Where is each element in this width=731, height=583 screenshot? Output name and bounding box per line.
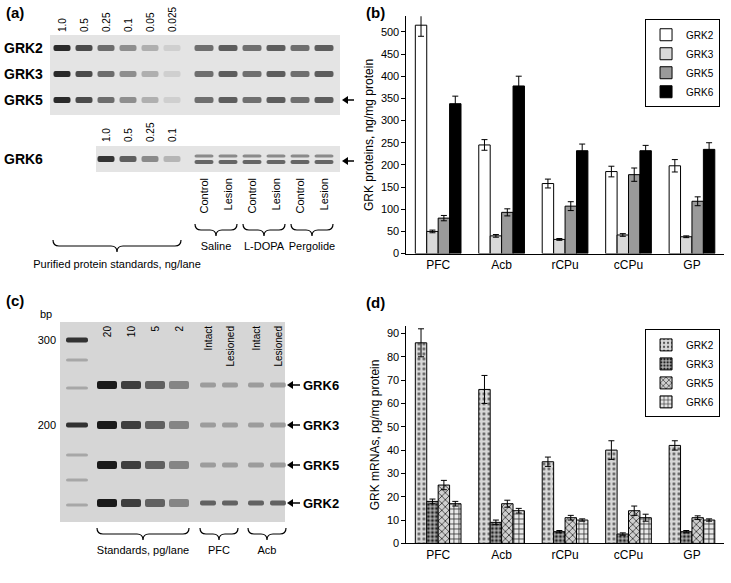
svg-text:80: 80 xyxy=(387,351,399,363)
svg-text:Standards, pg/lane: Standards, pg/lane xyxy=(97,544,189,556)
svg-text:50: 50 xyxy=(387,225,399,237)
svg-text:150: 150 xyxy=(381,181,399,193)
svg-text:GRK2: GRK2 xyxy=(4,40,43,56)
svg-text:350: 350 xyxy=(381,92,399,104)
svg-text:GRK3: GRK3 xyxy=(686,49,714,60)
svg-text:0.025: 0.025 xyxy=(167,7,178,32)
svg-text:GRK proteins, ng/mg protein: GRK proteins, ng/mg protein xyxy=(362,59,376,211)
svg-text:200: 200 xyxy=(38,419,56,431)
svg-text:GP: GP xyxy=(683,548,700,562)
svg-text:2: 2 xyxy=(174,326,185,332)
svg-text:Intact: Intact xyxy=(203,326,214,351)
svg-text:cCPu: cCPu xyxy=(614,258,643,272)
svg-text:300: 300 xyxy=(381,114,399,126)
svg-text:Control: Control xyxy=(246,178,258,213)
svg-text:(c): (c) xyxy=(6,292,24,309)
svg-text:0.05: 0.05 xyxy=(145,12,156,32)
svg-text:Lesion: Lesion xyxy=(270,178,282,210)
svg-text:Control: Control xyxy=(294,178,306,213)
svg-text:GRK5: GRK5 xyxy=(303,458,339,473)
svg-text:10: 10 xyxy=(126,326,137,338)
svg-text:Purified protein standards, ng: Purified protein standards, ng/lane xyxy=(33,258,201,270)
svg-text:200: 200 xyxy=(381,159,399,171)
svg-text:(b): (b) xyxy=(366,4,385,21)
svg-text:PFC: PFC xyxy=(426,258,450,272)
svg-text:GRK3: GRK3 xyxy=(4,66,43,82)
svg-text:(a): (a) xyxy=(6,4,24,21)
svg-text:Pergolide: Pergolide xyxy=(289,240,335,252)
svg-text:70: 70 xyxy=(387,374,399,386)
svg-text:Lesion: Lesion xyxy=(222,178,234,210)
svg-text:60: 60 xyxy=(387,397,399,409)
svg-text:Acb: Acb xyxy=(491,548,512,562)
svg-text:100: 100 xyxy=(381,203,399,215)
svg-text:GRK6: GRK6 xyxy=(686,87,714,98)
svg-text:0.25: 0.25 xyxy=(145,122,156,142)
svg-text:1.0: 1.0 xyxy=(57,18,68,32)
svg-text:400: 400 xyxy=(381,70,399,82)
svg-text:GRK5: GRK5 xyxy=(686,378,714,389)
svg-text:500: 500 xyxy=(381,26,399,38)
svg-text:50: 50 xyxy=(387,421,399,433)
svg-text:rCPu: rCPu xyxy=(551,548,578,562)
svg-text:GRK5: GRK5 xyxy=(4,92,43,108)
svg-text:cCPu: cCPu xyxy=(614,548,643,562)
svg-text:40: 40 xyxy=(387,444,399,456)
svg-text:Lesion: Lesion xyxy=(318,178,330,210)
svg-text:GRK3: GRK3 xyxy=(303,418,339,433)
svg-text:(d): (d) xyxy=(366,294,385,311)
svg-text:20: 20 xyxy=(102,326,113,338)
svg-text:Lesioned: Lesioned xyxy=(225,326,236,367)
svg-text:Saline: Saline xyxy=(201,240,232,252)
svg-text:GRK3: GRK3 xyxy=(686,359,714,370)
svg-text:Acb: Acb xyxy=(491,258,512,272)
svg-text:Lesioned: Lesioned xyxy=(273,326,284,367)
svg-text:Intact: Intact xyxy=(251,326,262,351)
svg-text:Acb: Acb xyxy=(258,544,277,556)
svg-text:GRK mRNAs, pg/mg protein: GRK mRNAs, pg/mg protein xyxy=(368,360,382,511)
svg-text:250: 250 xyxy=(381,137,399,149)
svg-text:1.0: 1.0 xyxy=(101,128,112,142)
svg-text:GRK6: GRK6 xyxy=(4,151,43,167)
svg-text:PFC: PFC xyxy=(426,548,450,562)
svg-text:GRK2: GRK2 xyxy=(686,340,714,351)
svg-text:GRK6: GRK6 xyxy=(686,397,714,408)
svg-text:rCPu: rCPu xyxy=(551,258,578,272)
svg-text:450: 450 xyxy=(381,48,399,60)
svg-text:GRK2: GRK2 xyxy=(303,496,339,511)
svg-text:0: 0 xyxy=(393,537,399,549)
svg-text:bp: bp xyxy=(40,308,52,320)
svg-text:300: 300 xyxy=(38,334,56,346)
svg-text:GRK2: GRK2 xyxy=(686,30,714,41)
svg-text:GP: GP xyxy=(683,258,700,272)
svg-text:Control: Control xyxy=(198,178,210,213)
svg-text:0.5: 0.5 xyxy=(123,128,134,142)
svg-text:GRK6: GRK6 xyxy=(303,378,339,393)
svg-text:GRK5: GRK5 xyxy=(686,68,714,79)
svg-text:L-DOPA: L-DOPA xyxy=(244,240,285,252)
svg-text:30: 30 xyxy=(387,467,399,479)
svg-text:0.1: 0.1 xyxy=(167,128,178,142)
svg-text:0.5: 0.5 xyxy=(79,18,90,32)
svg-text:0.25: 0.25 xyxy=(101,12,112,32)
svg-text:90: 90 xyxy=(387,327,399,339)
svg-text:0: 0 xyxy=(393,247,399,259)
svg-text:20: 20 xyxy=(387,491,399,503)
svg-text:PFC: PFC xyxy=(208,544,230,556)
svg-text:0.1: 0.1 xyxy=(123,18,134,32)
svg-text:5: 5 xyxy=(150,326,161,332)
svg-text:10: 10 xyxy=(387,514,399,526)
